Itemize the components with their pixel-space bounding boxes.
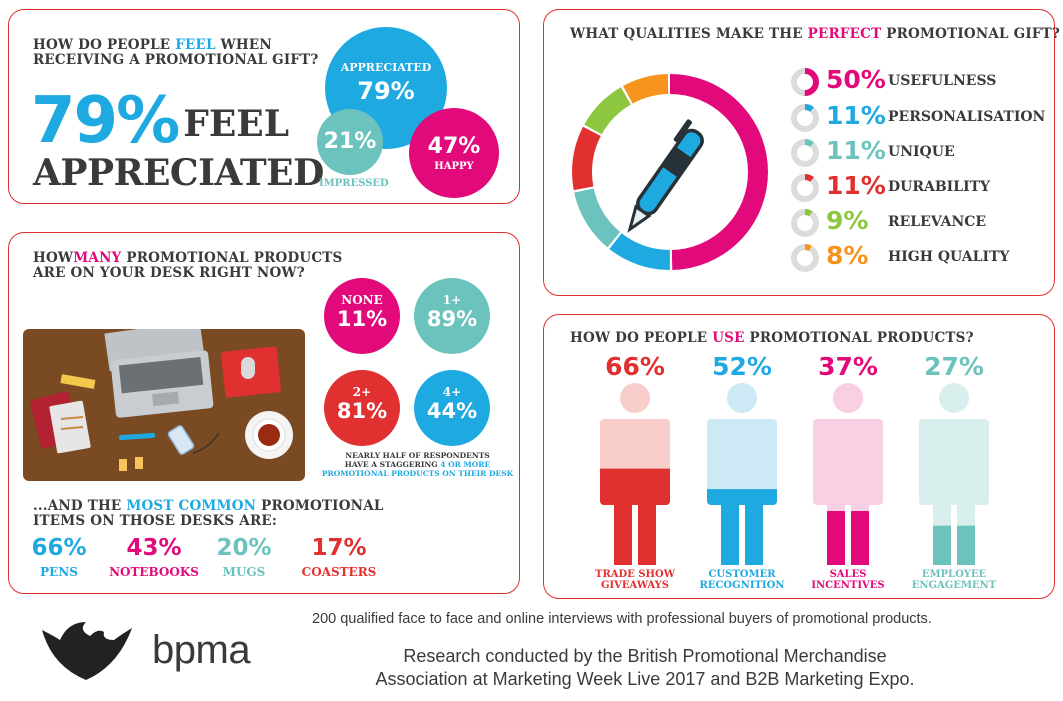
desk-circle-4plus: 4+ 44% xyxy=(414,370,490,446)
usage-question: HOW DO PEOPLE USE PROMOTIONAL PRODUCTS? xyxy=(570,330,974,346)
impressed-circle: 21% xyxy=(317,109,383,175)
bpma-logo-text: bpma xyxy=(152,628,251,672)
pen-icon xyxy=(627,119,704,233)
quality-pct: 11% xyxy=(826,171,886,200)
quality-label: PERSONALISATION xyxy=(888,109,1046,125)
pen-icon xyxy=(119,432,156,441)
person-icon xyxy=(707,383,777,565)
feel-big-stat: 79% FEEL xyxy=(31,89,290,153)
quality-label: HIGH QUALITY xyxy=(888,249,1010,265)
qualities-donut xyxy=(572,74,768,270)
happy-circle: 47% HAPPY xyxy=(409,108,499,198)
donut-segment xyxy=(572,74,768,270)
usage-label: SALES INCENTIVES xyxy=(811,569,885,591)
person-icon xyxy=(600,383,670,565)
usb-icon xyxy=(119,457,143,471)
desk-note: NEARLY HALF OF RESPONDENTS HAVE A STAGGE… xyxy=(321,451,514,478)
quality-row: 11% UNIQUE xyxy=(790,136,1052,168)
quality-ring-icon xyxy=(791,68,819,96)
common-items-heading: ...AND THE MOST COMMON PROMOTIONAL ITEMS… xyxy=(33,498,384,529)
research-note: Research conducted by the British Promot… xyxy=(375,646,915,689)
phone-icon xyxy=(167,425,220,455)
quality-ring-icon xyxy=(791,244,819,272)
qualities-question: WHAT QUALITIES MAKE THE PERFECT PROMOTIO… xyxy=(570,26,1061,42)
quality-pct: 11% xyxy=(826,136,886,165)
quality-ring-icon xyxy=(791,104,819,132)
survey-note: 200 qualified face to face and online in… xyxy=(312,611,932,627)
quality-ring-icon xyxy=(791,209,819,237)
impressed-label: IMPRESSED xyxy=(319,178,389,189)
quality-label: UNIQUE xyxy=(888,144,955,160)
person-icon xyxy=(813,383,883,565)
quality-row: 11% PERSONALISATION xyxy=(790,101,1052,133)
mousepad-icon xyxy=(221,346,281,398)
laptop-icon xyxy=(104,329,214,418)
quality-row: 8% HIGH QUALITY xyxy=(790,241,1052,273)
quality-label: RELEVANCE xyxy=(888,214,987,230)
quality-pct: 50% xyxy=(826,65,886,94)
feel-panel: HOW DO PEOPLE FEEL WHEN RECEIVING A PROM… xyxy=(8,9,520,204)
quality-ring-icon xyxy=(791,139,819,167)
quality-label: DURABILITY xyxy=(888,179,991,195)
usage-label: EMPLOYEE ENGAGEMENT xyxy=(911,569,997,591)
feel-big-word1: FEEL xyxy=(183,103,290,145)
usage-label: CUSTOMER RECOGNITION xyxy=(699,569,785,591)
quality-pct: 9% xyxy=(826,206,869,235)
desk-question: HOWMANY PROMOTIONAL PRODUCTS ARE ON YOUR… xyxy=(33,250,343,281)
ruler-icon xyxy=(60,374,96,389)
desk-circle-2plus: 2+ 81% xyxy=(324,370,400,446)
quality-pct: 8% xyxy=(826,241,869,270)
person-icon xyxy=(919,383,989,565)
feel-question: HOW DO PEOPLE FEEL WHEN RECEIVING A PROM… xyxy=(33,37,319,68)
usage-pct: 52% xyxy=(712,352,772,381)
quality-row: 9% RELEVANCE xyxy=(790,206,1052,238)
donut-segment xyxy=(572,74,768,270)
notebook-icon xyxy=(30,391,91,454)
mug-icon xyxy=(245,411,293,459)
usage-pct: 66% xyxy=(605,352,665,381)
desk-circle-none: NONE 11% xyxy=(324,278,400,354)
desk-panel: HOWMANY PROMOTIONAL PRODUCTS ARE ON YOUR… xyxy=(8,232,520,594)
desk-illustration xyxy=(23,329,305,481)
usage-label: TRADE SHOW GIVEAWAYS xyxy=(595,569,675,591)
quality-row: 50% USEFULNESS xyxy=(790,65,1052,97)
desk-circle-1plus: 1+ 89% xyxy=(414,278,490,354)
usage-pct: 37% xyxy=(818,352,878,381)
quality-row: 11% DURABILITY xyxy=(790,171,1052,203)
feel-big-word2: APPRECIATED xyxy=(33,152,324,194)
quality-ring-icon xyxy=(791,174,819,202)
feel-big-pct: 79% xyxy=(31,84,180,158)
bpma-logo-icon xyxy=(42,622,132,680)
quality-pct: 11% xyxy=(826,101,886,130)
quality-label: USEFULNESS xyxy=(888,73,997,89)
usage-pct: 27% xyxy=(924,352,984,381)
